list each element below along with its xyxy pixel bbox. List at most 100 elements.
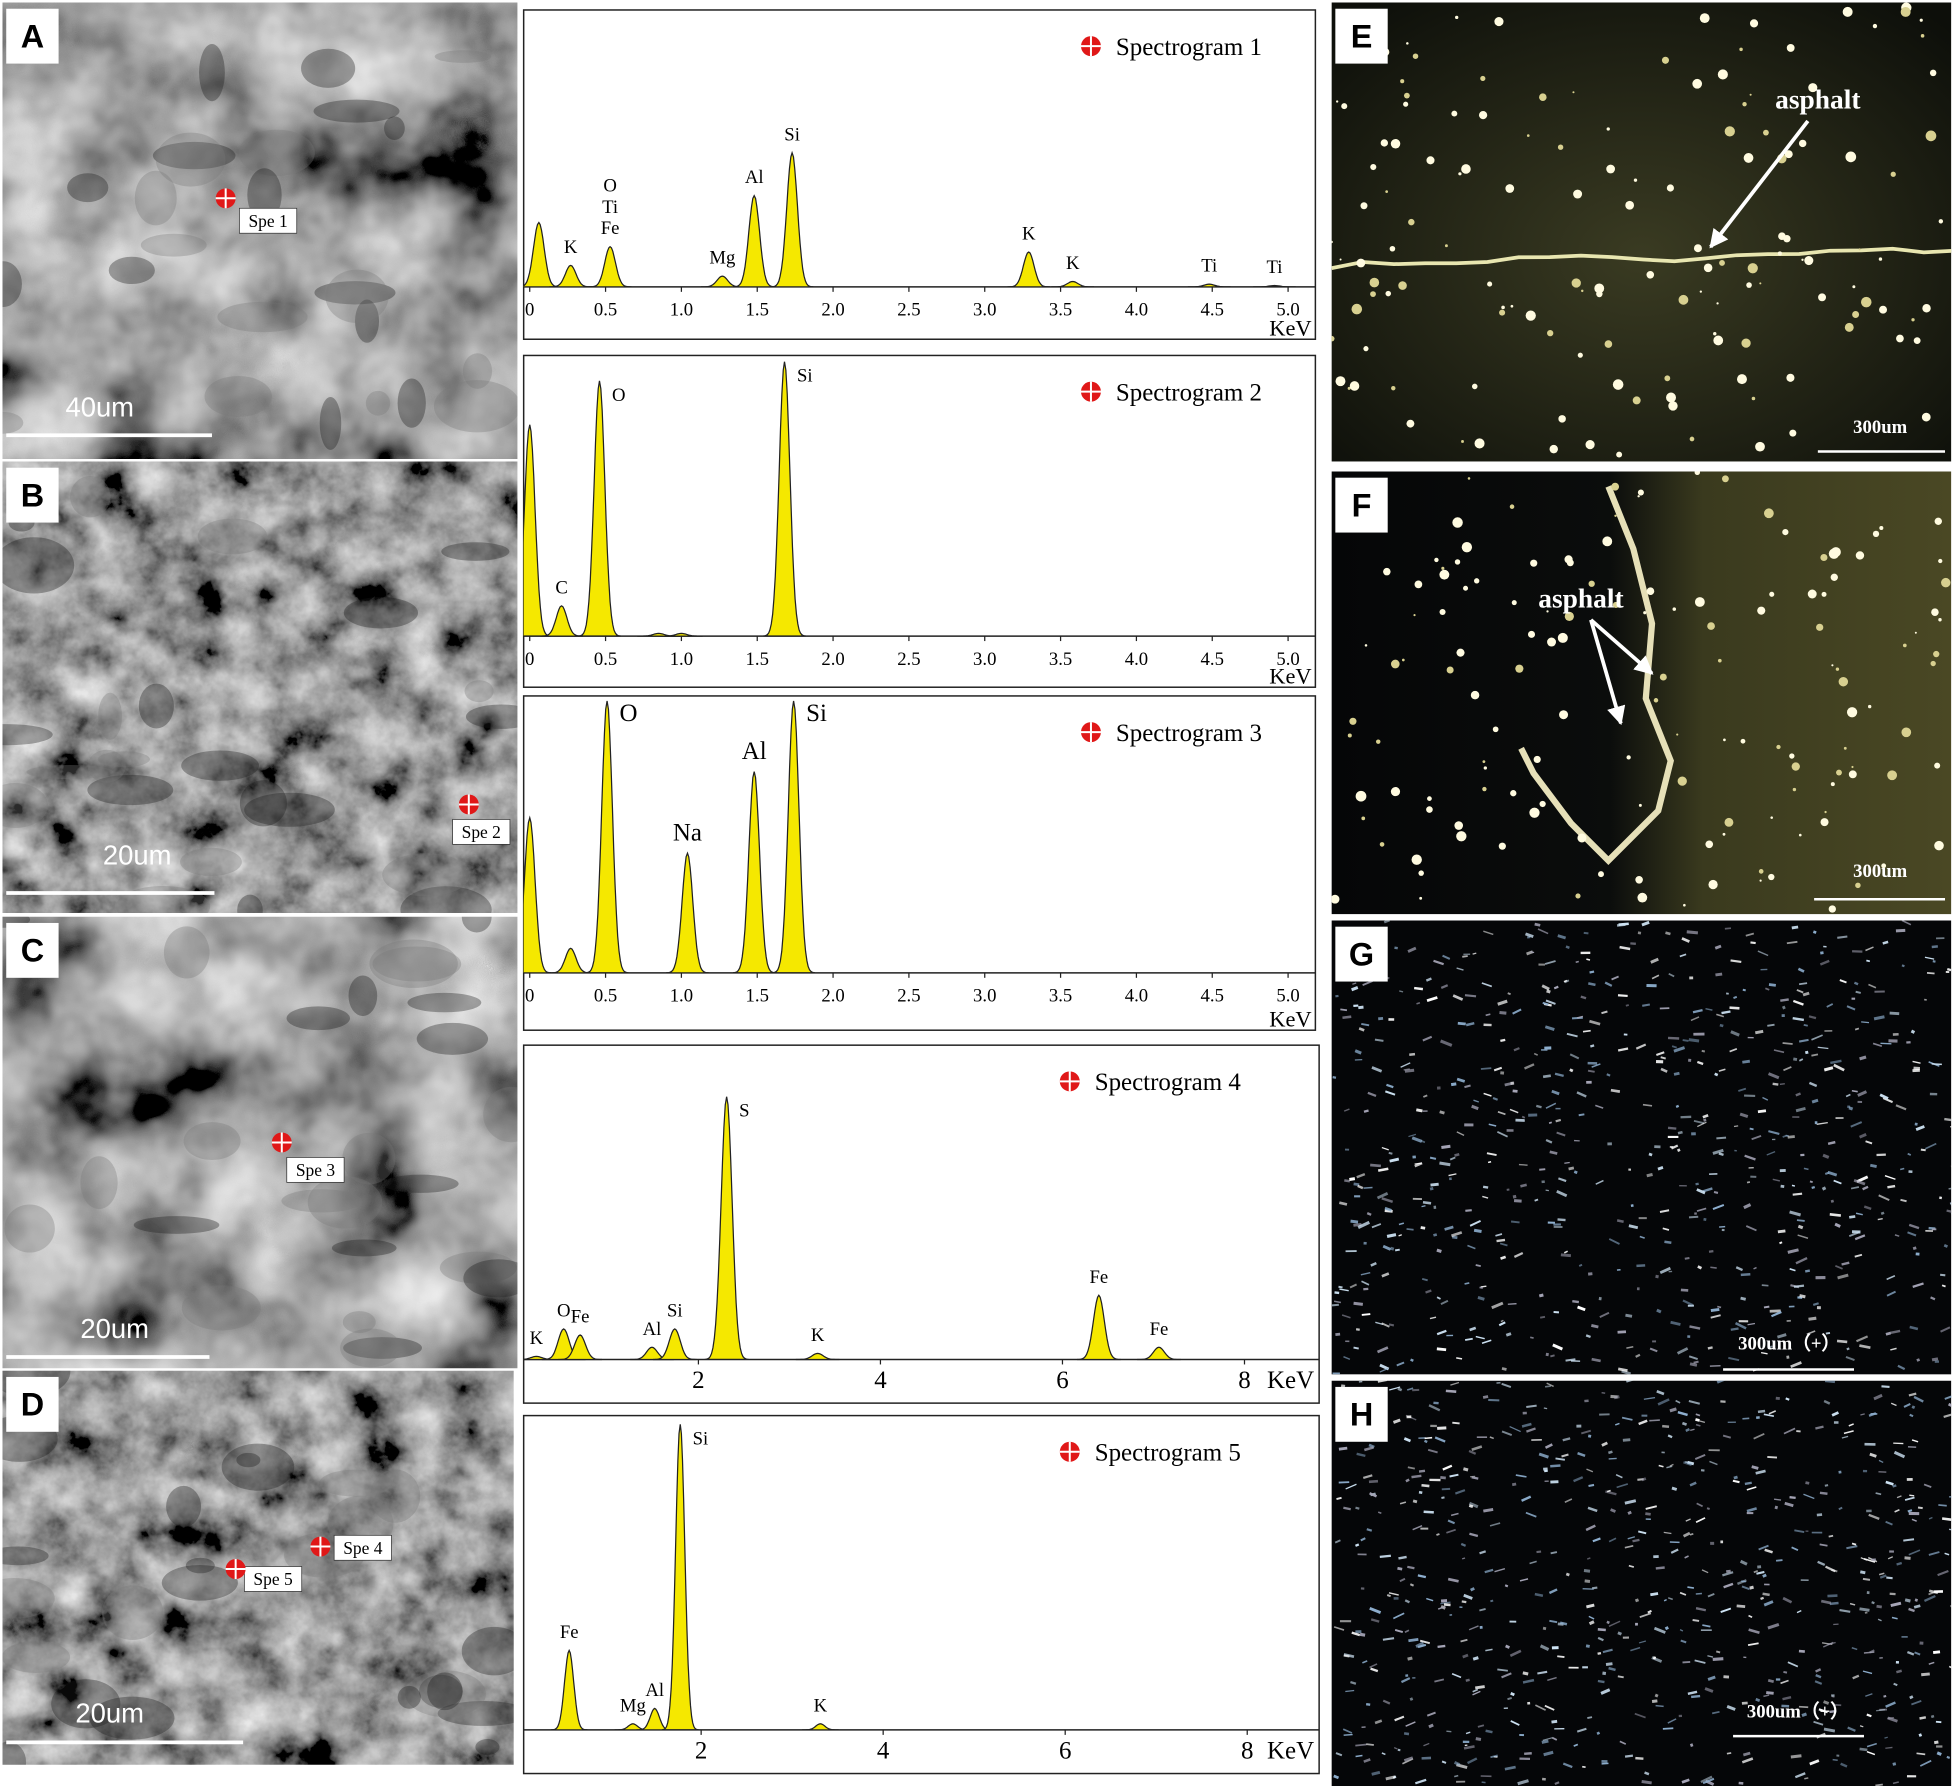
speck xyxy=(1585,440,1595,450)
crystal xyxy=(1361,1313,1371,1316)
crystal xyxy=(1659,1209,1670,1213)
crystal xyxy=(1681,937,1690,943)
peak xyxy=(585,700,629,974)
crystal xyxy=(1745,932,1755,937)
legend-title: Spectrogram 1 xyxy=(1116,34,1262,61)
crystal xyxy=(1526,1404,1537,1409)
crystal xyxy=(1355,1743,1367,1747)
speck xyxy=(1901,727,1912,738)
crystal xyxy=(1670,1144,1679,1150)
speck xyxy=(1482,786,1487,792)
crystal xyxy=(1605,1490,1617,1496)
x-tick-label: 5.0 xyxy=(1276,300,1299,321)
crystal xyxy=(1409,1697,1414,1701)
speck xyxy=(1408,218,1415,226)
crystal xyxy=(1656,1308,1662,1314)
x-tick-label: 2.0 xyxy=(821,649,844,670)
crystal xyxy=(1709,1460,1718,1466)
crystal xyxy=(1512,1008,1522,1015)
grain xyxy=(204,375,272,417)
spot-cross xyxy=(215,188,236,209)
crystal xyxy=(1587,1434,1592,1438)
vein xyxy=(1518,485,1674,865)
crystal xyxy=(1551,1736,1558,1741)
crystal xyxy=(1556,1131,1566,1137)
crystal xyxy=(1683,1461,1692,1466)
crystal xyxy=(1406,1228,1414,1231)
speck xyxy=(1868,704,1872,709)
peak xyxy=(652,1328,697,1361)
crystal xyxy=(1707,1593,1715,1598)
crystal xyxy=(1710,1266,1717,1269)
crystal xyxy=(1558,1177,1567,1183)
speck xyxy=(1724,817,1734,827)
grain xyxy=(461,1626,514,1676)
micrograph xyxy=(2,916,518,1369)
peak-label: K xyxy=(1066,253,1080,274)
speck xyxy=(1511,600,1517,606)
crystal xyxy=(1907,1509,1913,1513)
plot-area xyxy=(523,361,1316,637)
speck xyxy=(1418,870,1424,876)
grain xyxy=(286,1006,350,1031)
crystal xyxy=(1352,982,1357,985)
crystal xyxy=(1400,1677,1411,1684)
crystal xyxy=(1403,1732,1410,1736)
crystal xyxy=(1504,1584,1509,1588)
speck xyxy=(1692,78,1703,89)
crystal xyxy=(1429,1316,1437,1320)
crystal xyxy=(1441,1144,1451,1149)
crystal xyxy=(1863,1651,1875,1654)
crystal xyxy=(1886,1576,1893,1580)
crystal xyxy=(1519,1578,1529,1582)
crystal xyxy=(1408,1637,1419,1643)
crystal xyxy=(1733,1125,1739,1128)
speck xyxy=(1683,903,1686,907)
peak-label: Fe xyxy=(601,218,620,239)
crystal xyxy=(1442,1464,1453,1471)
crystal xyxy=(1649,1419,1660,1422)
crystal xyxy=(1487,1161,1492,1164)
crystal xyxy=(1482,1195,1489,1199)
panel-label-box xyxy=(6,8,59,64)
speck xyxy=(1740,738,1746,744)
crystal xyxy=(1376,1192,1389,1200)
scale-bar-label: 300um xyxy=(1853,861,1907,882)
speck xyxy=(1666,184,1674,192)
crystal xyxy=(1588,1483,1595,1488)
panel-label: E xyxy=(1351,18,1373,54)
crystal xyxy=(1882,940,1889,945)
crystal xyxy=(1726,1569,1731,1573)
x-tick-label: 4.0 xyxy=(1125,300,1148,321)
crystal xyxy=(1791,1546,1799,1552)
crystal xyxy=(1563,1250,1569,1254)
crystal xyxy=(1779,1083,1785,1085)
crystal xyxy=(1873,1393,1883,1401)
peak xyxy=(1253,284,1296,288)
speck xyxy=(1786,43,1795,52)
crystal xyxy=(1667,1434,1673,1439)
peak-label: Si xyxy=(784,124,800,145)
crystal xyxy=(1335,1332,1341,1337)
crystal xyxy=(1779,1241,1783,1245)
crystal xyxy=(1792,999,1804,1006)
speck xyxy=(1533,755,1541,764)
crystal xyxy=(1722,1434,1732,1439)
crystal xyxy=(1600,1688,1611,1695)
crystal xyxy=(1429,1187,1434,1191)
crystal xyxy=(1932,1650,1941,1655)
crystal xyxy=(1404,1599,1410,1604)
crystal xyxy=(1482,1395,1489,1399)
crystal xyxy=(1803,1167,1809,1171)
crystal xyxy=(1362,980,1373,986)
crystal xyxy=(1839,979,1847,984)
crystal xyxy=(1742,1751,1751,1757)
legend-cross xyxy=(1080,722,1101,743)
crystal xyxy=(1784,1501,1794,1508)
crystal xyxy=(1755,1697,1761,1703)
speck xyxy=(1341,103,1348,110)
speck xyxy=(1852,285,1856,289)
crystal xyxy=(1441,1496,1445,1499)
crystal xyxy=(1397,1387,1403,1392)
